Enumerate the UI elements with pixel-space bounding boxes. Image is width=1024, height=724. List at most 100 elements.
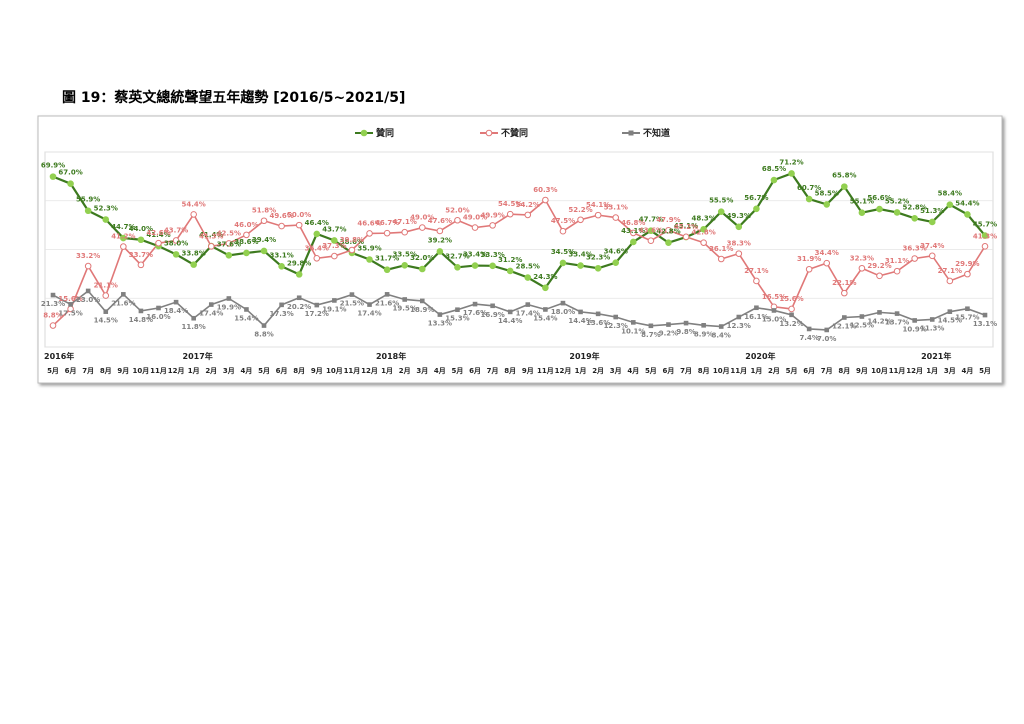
marker — [120, 243, 127, 250]
data-label: 50.0% — [287, 211, 311, 219]
data-label: 31.1% — [885, 257, 909, 265]
x-tick-label: 4月 — [961, 367, 973, 375]
data-label: 54.2% — [516, 201, 540, 209]
marker — [736, 314, 742, 320]
x-tick-label: 1月 — [188, 367, 200, 375]
marker — [84, 207, 92, 215]
x-tick-label: 6月 — [803, 367, 815, 375]
marker — [964, 211, 971, 218]
data-label: 17.2% — [305, 310, 329, 318]
data-label: 31.9% — [797, 255, 821, 263]
marker — [383, 229, 391, 237]
x-tick-label: 1月 — [381, 367, 393, 375]
marker — [472, 301, 478, 307]
marker — [418, 224, 426, 231]
marker — [190, 261, 197, 268]
data-label: 12.1% — [832, 323, 856, 331]
data-label: 34.6% — [604, 248, 628, 256]
x-tick-label: 2月 — [205, 367, 217, 375]
marker — [455, 307, 460, 313]
data-label: 8.7% — [641, 331, 660, 339]
marker — [85, 288, 91, 294]
data-label: 21.6% — [375, 299, 399, 307]
data-label: 51.3% — [920, 207, 944, 215]
x-tick-label: 3月 — [610, 367, 622, 375]
marker — [278, 222, 285, 230]
data-label: 14.4% — [498, 317, 522, 325]
data-label: 47.9% — [656, 216, 680, 224]
data-label: 43.7% — [164, 226, 188, 234]
x-tick-label: 4月 — [627, 367, 639, 375]
data-label: 18.9% — [410, 306, 434, 314]
x-tick-label: 7月 — [487, 367, 499, 375]
data-label: 32.3% — [586, 253, 610, 261]
series-line — [52, 289, 986, 331]
legend-label: 贊同 — [376, 127, 394, 139]
marker — [735, 250, 743, 257]
data-label: 33.4% — [463, 251, 487, 259]
x-tick-label: 6月 — [469, 367, 481, 375]
marker — [243, 249, 250, 257]
data-label: 17.6% — [463, 309, 487, 317]
marker — [946, 201, 954, 208]
data-label: 49.0% — [463, 214, 487, 222]
data-label: 15.4% — [234, 314, 258, 322]
data-label: 35.9% — [357, 244, 381, 252]
x-tick-label: 9月 — [856, 367, 868, 375]
x-tick-label: 3月 — [416, 367, 428, 375]
data-label: 17.4% — [516, 310, 540, 318]
marker — [577, 262, 584, 269]
marker — [471, 224, 479, 231]
data-label: 54.4% — [182, 200, 206, 208]
data-label: 49.6% — [269, 212, 293, 220]
marker — [981, 243, 989, 250]
marker — [842, 315, 847, 320]
data-label: 55.5% — [709, 197, 733, 205]
data-label: 49.9% — [480, 211, 504, 219]
marker — [717, 255, 725, 263]
data-label: 17.5% — [58, 309, 82, 317]
data-label: 58.4% — [938, 190, 962, 198]
data-label: 47.6% — [428, 217, 452, 225]
marker — [647, 227, 655, 235]
data-label: 46.7% — [375, 219, 399, 227]
x-tick-label: 12月 — [906, 367, 923, 375]
data-label: 33.3% — [480, 251, 504, 259]
marker — [226, 296, 232, 301]
legend-marker — [628, 130, 634, 136]
data-label: 13.2% — [779, 320, 803, 328]
data-label: 27.1% — [744, 267, 768, 275]
marker — [84, 262, 92, 270]
marker — [665, 226, 672, 234]
marker — [771, 308, 777, 313]
marker — [208, 302, 214, 307]
marker — [279, 302, 284, 308]
marker — [207, 243, 215, 250]
x-tick-label: 8月 — [504, 367, 516, 375]
marker — [402, 297, 407, 302]
data-label: 41.2% — [111, 233, 135, 241]
year-label: 2018年 — [376, 351, 406, 361]
marker — [278, 263, 285, 270]
data-label: 36.3% — [903, 245, 927, 253]
data-label: 18.4% — [164, 307, 188, 315]
marker — [332, 298, 337, 303]
x-tick-label: 7月 — [680, 367, 692, 375]
marker — [454, 263, 461, 271]
x-tick-label: 3月 — [944, 367, 956, 375]
x-tick-label: 2月 — [399, 367, 411, 375]
data-label: 23.0% — [76, 296, 100, 304]
data-label: 54.5% — [498, 200, 522, 208]
data-label: 45.1% — [674, 222, 698, 230]
data-label: 42.8% — [691, 229, 715, 237]
marker — [156, 305, 161, 311]
data-label: 9.2% — [659, 330, 678, 338]
marker — [314, 302, 320, 308]
marker — [806, 326, 812, 332]
marker — [893, 209, 901, 216]
marker — [50, 292, 56, 298]
data-label: 27.1% — [938, 267, 962, 275]
data-label: 47.7% — [639, 216, 663, 224]
x-tick-label: 8月 — [100, 367, 112, 375]
